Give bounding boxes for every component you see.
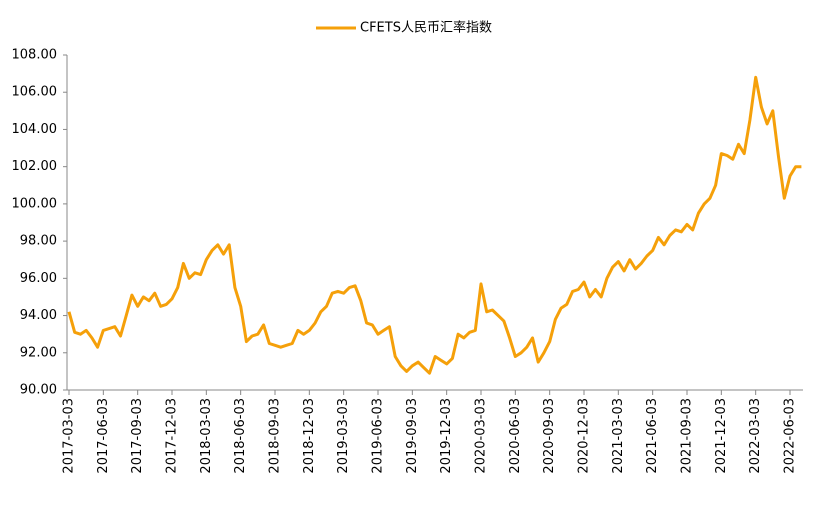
y-tick-label: 108.00	[12, 48, 58, 63]
x-tick-label: 2018-03-03	[199, 398, 214, 474]
legend-label: CFETS人民币汇率指数	[360, 20, 492, 36]
x-tick-label: 2017-03-03	[62, 398, 77, 474]
y-tick-label: 92.00	[20, 345, 57, 360]
y-tick-label: 106.00	[12, 85, 58, 100]
x-tick-label: 2017-09-03	[130, 398, 145, 474]
x-tick-label: 2018-06-03	[233, 398, 248, 474]
x-tick-label: 2020-12-03	[577, 398, 592, 474]
x-tick-label: 2022-03-03	[748, 398, 763, 474]
x-tick-label: 2021-12-03	[714, 398, 729, 474]
x-tick-label: 2017-06-03	[96, 398, 111, 474]
x-tick-label: 2020-03-03	[474, 398, 489, 474]
x-tick-label: 2018-12-03	[302, 398, 317, 474]
y-tick-label: 90.00	[20, 383, 57, 398]
x-tick-label: 2021-09-03	[680, 398, 695, 474]
x-tick-label: 2018-09-03	[268, 398, 283, 474]
x-tick-label: 2019-09-03	[405, 398, 420, 474]
x-tick-label: 2019-06-03	[371, 398, 386, 474]
y-tick-label: 102.00	[12, 159, 58, 174]
y-tick-label: 94.00	[20, 308, 57, 323]
x-tick-label: 2019-03-03	[336, 398, 351, 474]
y-tick-label: 96.00	[20, 271, 57, 286]
y-tick-label: 100.00	[12, 196, 58, 211]
x-tick-label: 2020-06-03	[508, 398, 523, 474]
x-tick-label: 2019-12-03	[439, 398, 454, 474]
x-tick-label: 2017-12-03	[165, 398, 180, 474]
x-tick-label: 2020-09-03	[542, 398, 557, 474]
y-tick-label: 98.00	[20, 234, 57, 249]
x-tick-label: 2021-06-03	[645, 398, 660, 474]
y-tick-label: 104.00	[12, 122, 58, 137]
data-line	[67, 75, 802, 375]
x-tick-label: 2021-03-03	[611, 398, 626, 474]
x-tick-label: 2022-06-03	[783, 398, 798, 474]
